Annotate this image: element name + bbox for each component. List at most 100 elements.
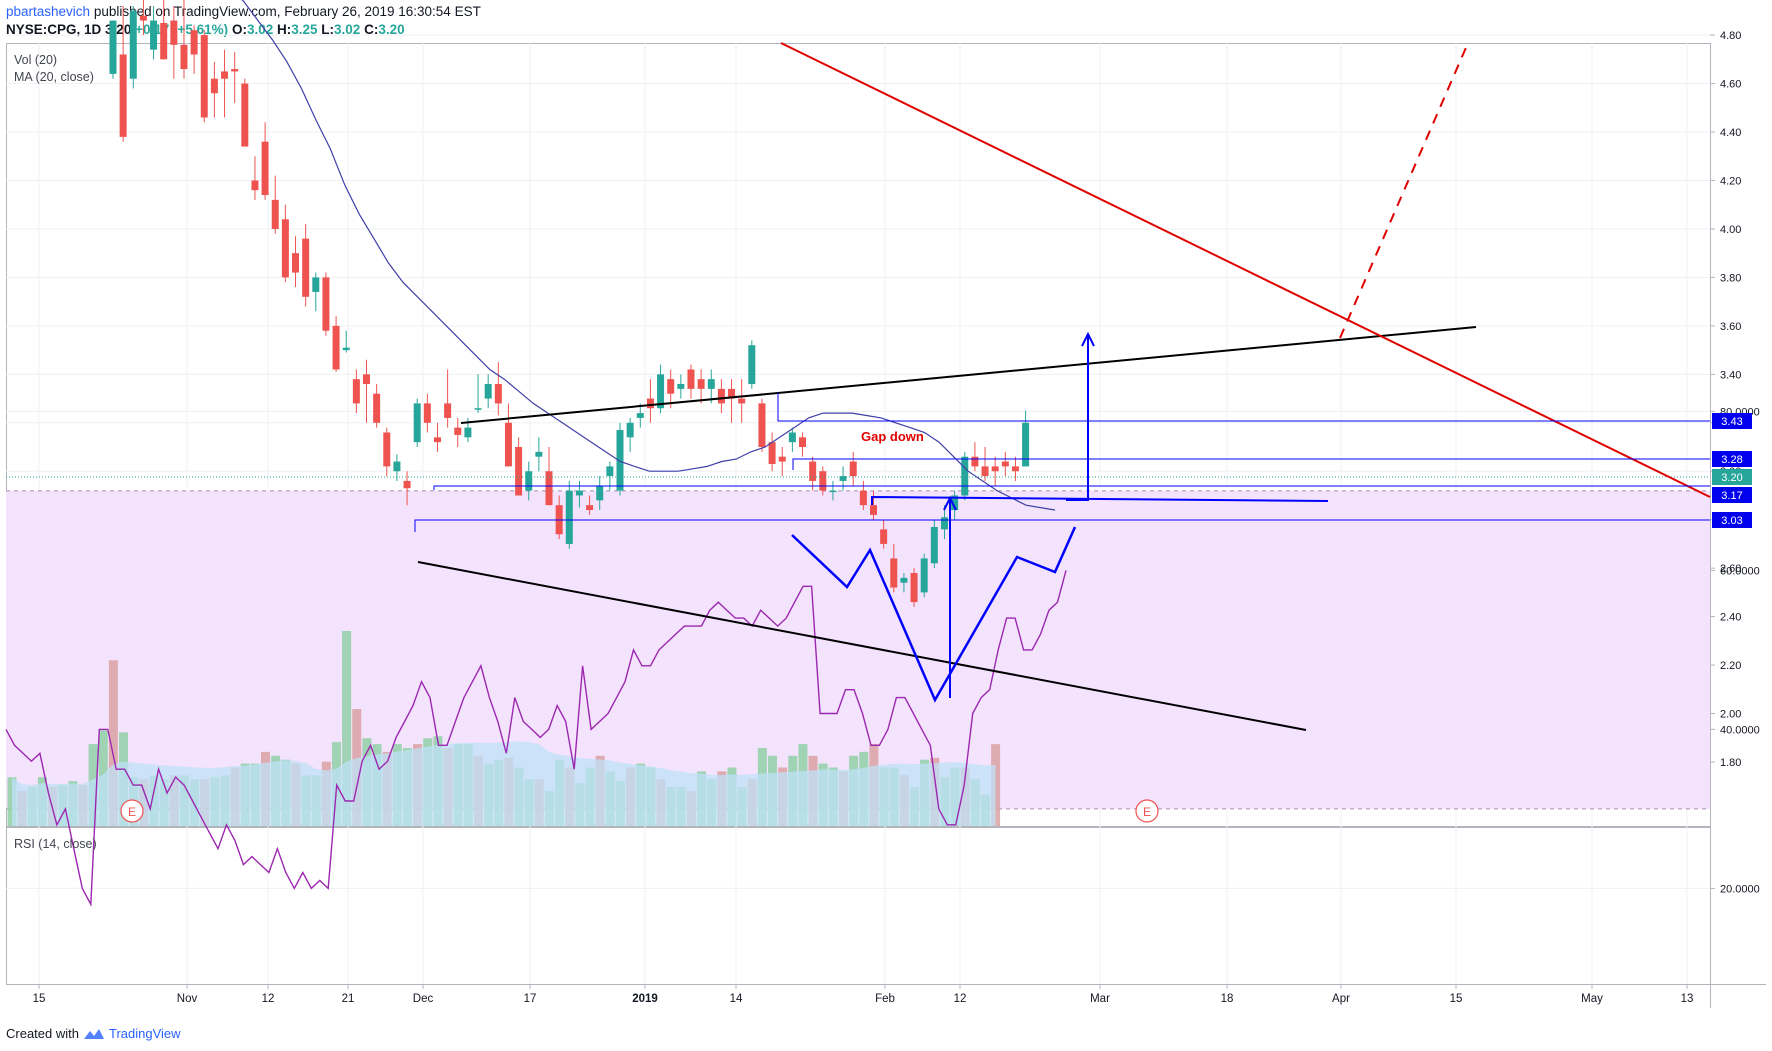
candle-body (920, 558, 928, 593)
candle-body (1011, 466, 1019, 472)
time-axis-label: May (1581, 993, 1603, 1005)
target-arrow-head (1081, 331, 1095, 347)
author-link[interactable]: pbartashevich (6, 4, 91, 19)
price-change: +0.17 (+5.61%) (135, 22, 229, 37)
candle-body (160, 22, 168, 60)
candle-body (423, 403, 431, 423)
candle-body (738, 398, 746, 404)
candle-body (890, 558, 898, 588)
candle-body (241, 83, 249, 147)
rsi-legend: RSI (14, close) (14, 837, 97, 851)
candle-body (180, 44, 188, 70)
candle-body (971, 456, 979, 467)
candle-body (170, 20, 178, 45)
blue-resistance-line-328[interactable] (792, 458, 1710, 470)
candle-body (575, 490, 583, 496)
price-tag-box (1712, 451, 1752, 467)
candle-body (342, 347, 350, 351)
candlesticks (109, 0, 1030, 607)
open-value: 3.02 (246, 22, 274, 37)
candle-body (251, 180, 259, 191)
candle-body (768, 442, 776, 464)
broadening-upper-trendline[interactable] (460, 326, 1477, 424)
candle-body (190, 30, 198, 55)
broadening-lower-trendline[interactable] (417, 561, 1307, 731)
volume-bar (108, 660, 118, 826)
blue-resistance-line-343[interactable] (777, 393, 1710, 422)
red-dashed-uptrend-line[interactable] (1339, 42, 1469, 339)
candle-body (606, 466, 614, 477)
candle-body (129, 10, 137, 79)
candle-body (332, 325, 340, 370)
price-axis-label: 1.80 (1720, 757, 1741, 769)
time-axis-label: 12 (262, 993, 275, 1005)
neckline[interactable] (871, 495, 1329, 505)
rsi-axis-label: 60.0000 (1720, 565, 1760, 577)
candle-body (667, 379, 675, 394)
earnings-marker-2[interactable] (1135, 799, 1159, 823)
candle-body (200, 35, 208, 118)
candle-body (433, 437, 441, 443)
candle-body (231, 69, 239, 72)
candle-body (657, 374, 665, 409)
candle-body (849, 461, 857, 477)
candle-body (636, 413, 644, 418)
candle-body (565, 490, 573, 544)
candle-body (940, 517, 948, 530)
candle-body (515, 447, 523, 496)
candle-body (870, 505, 877, 515)
candle-body (454, 427, 462, 435)
candle-body (545, 471, 553, 506)
created-with-label: Created with (6, 1026, 79, 1041)
price-axis-label: 4.40 (1720, 127, 1741, 139)
candle-body (525, 471, 533, 491)
candle-body (687, 369, 695, 389)
candle-body (139, 15, 147, 21)
price-tag-box (1712, 512, 1752, 528)
candle-body (292, 253, 300, 273)
earnings-markers: E E (120, 799, 1159, 823)
candle-body (626, 422, 634, 438)
time-axis-label: Apr (1332, 993, 1350, 1005)
candle-body (150, 20, 158, 50)
earnings-marker-2-label: E (1143, 805, 1151, 819)
price-tag-label: 3.03 (1721, 515, 1742, 527)
candle-body (646, 398, 654, 409)
blue-resistance-line-317[interactable] (433, 485, 1710, 490)
price-axis-label: 2.40 (1720, 612, 1741, 624)
blue-support-line-303[interactable] (414, 519, 1710, 532)
price-axis-label: 4.60 (1720, 79, 1741, 91)
candle-body (677, 384, 685, 389)
candle-body (829, 490, 837, 493)
candle-body (312, 277, 320, 292)
price-axis[interactable]: 4.804.604.404.204.003.803.603.403.203.00… (1710, 30, 1741, 769)
tradingview-link[interactable]: TradingView (108, 1026, 181, 1041)
price-axis-label: 4.00 (1720, 224, 1741, 236)
candle-body (119, 54, 127, 137)
price-tag-box (1712, 487, 1752, 503)
candle-body (596, 485, 604, 501)
price-axis-label: 3.80 (1720, 272, 1741, 284)
time-axis-label: 13 (1681, 993, 1694, 1005)
ma20-line (241, 0, 1056, 511)
measured-move-arrow-head (943, 495, 957, 511)
volume-ma-area (12, 741, 996, 826)
time-axis[interactable]: 15 Nov 12 21 Dec 17 2019 14 Feb 12 Mar 18 Apr 15 May 13 (33, 984, 1694, 1005)
candle-body (413, 403, 421, 443)
time-axis-label: 15 (1450, 993, 1463, 1005)
candle-body (819, 471, 827, 491)
price-axis-label: 4.20 (1720, 175, 1741, 187)
candle-body (809, 461, 817, 481)
earnings-marker-1[interactable] (120, 799, 144, 823)
tradingview-logo-icon (83, 1028, 104, 1039)
candle-body (393, 461, 401, 472)
candle-body (880, 529, 888, 544)
rsi-axis-label: 40.0000 (1720, 724, 1760, 736)
time-axis-label: 14 (730, 993, 743, 1005)
vol-legend: Vol (20) (14, 53, 57, 67)
candle-body (271, 199, 279, 229)
target-arrow-shaft[interactable] (1066, 336, 1089, 501)
inverse-head-and-shoulders[interactable] (791, 526, 1077, 703)
